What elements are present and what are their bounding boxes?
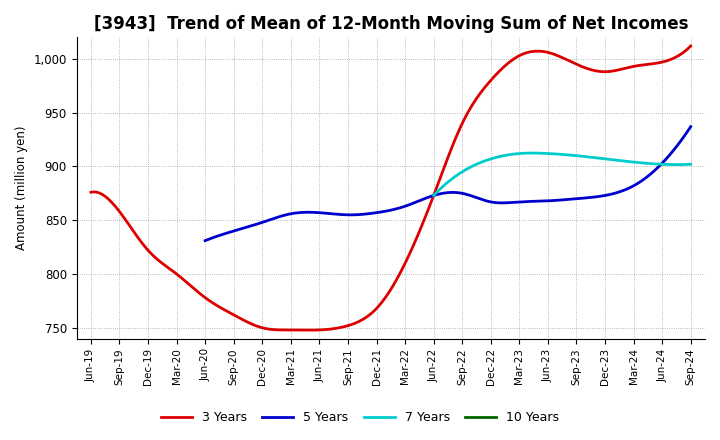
Y-axis label: Amount (million yen): Amount (million yen) [15,126,28,250]
Title: [3943]  Trend of Mean of 12-Month Moving Sum of Net Incomes: [3943] Trend of Mean of 12-Month Moving … [94,15,688,33]
Legend: 3 Years, 5 Years, 7 Years, 10 Years: 3 Years, 5 Years, 7 Years, 10 Years [156,407,564,429]
